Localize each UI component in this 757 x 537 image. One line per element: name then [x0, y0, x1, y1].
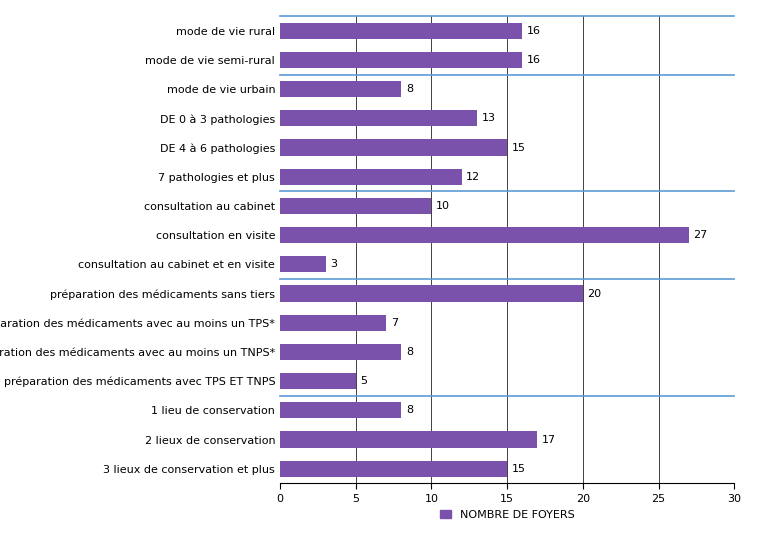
Bar	[280, 23, 522, 39]
Text: 3: 3	[330, 259, 337, 269]
Bar	[280, 402, 401, 418]
Bar	[280, 198, 431, 214]
Bar	[280, 461, 507, 477]
Bar	[280, 256, 326, 272]
Legend: NOMBRE DE FOYERS: NOMBRE DE FOYERS	[435, 505, 579, 525]
Bar	[280, 169, 462, 185]
Bar	[280, 110, 477, 126]
Text: 17: 17	[542, 434, 556, 445]
Bar	[280, 140, 507, 156]
Text: 13: 13	[481, 113, 495, 124]
Text: 5: 5	[360, 376, 367, 386]
Text: 7: 7	[391, 318, 397, 328]
Text: 16: 16	[527, 55, 540, 65]
Text: 15: 15	[512, 464, 525, 474]
Text: 12: 12	[466, 172, 481, 182]
Text: 20: 20	[587, 288, 602, 299]
Text: 8: 8	[406, 84, 413, 94]
Text: 27: 27	[693, 230, 708, 240]
Bar	[280, 344, 401, 360]
Bar	[280, 52, 522, 68]
Bar	[280, 373, 356, 389]
Text: 15: 15	[512, 142, 525, 153]
Bar	[280, 315, 386, 331]
Text: 16: 16	[527, 26, 540, 35]
Bar	[280, 227, 689, 243]
Text: 8: 8	[406, 347, 413, 357]
Text: 10: 10	[436, 201, 450, 211]
Bar	[280, 286, 583, 302]
Text: 8: 8	[406, 405, 413, 415]
Bar	[280, 431, 537, 447]
Bar	[280, 81, 401, 97]
